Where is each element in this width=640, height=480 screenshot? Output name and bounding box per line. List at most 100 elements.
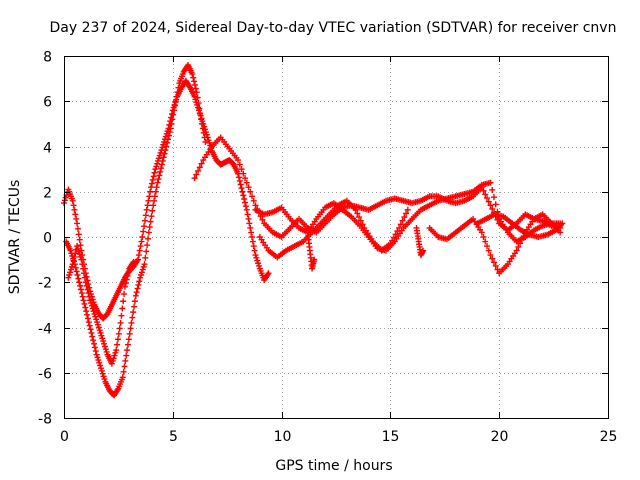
- data-point: [480, 234, 487, 240]
- data-point: [109, 357, 116, 364]
- data-point: [171, 102, 178, 109]
- data-point: [84, 286, 91, 293]
- series-trace-i: [304, 229, 318, 272]
- data-point: [86, 322, 93, 329]
- data-point: [145, 229, 152, 236]
- data-point: [146, 193, 153, 200]
- data-point: [152, 166, 159, 173]
- data-point: [72, 211, 79, 218]
- x-axis-label: GPS time / hours: [275, 458, 392, 474]
- data-point: [73, 268, 80, 275]
- data-point: [239, 188, 246, 195]
- data-point: [259, 216, 266, 223]
- data-point: [136, 247, 143, 254]
- data-point: [78, 256, 85, 263]
- data-point: [404, 206, 411, 213]
- data-point: [101, 343, 108, 350]
- data-point: [191, 175, 198, 182]
- data-point: [101, 376, 108, 383]
- data-point: [79, 261, 86, 268]
- data-point: [174, 89, 181, 96]
- data-point: [77, 253, 84, 260]
- data-point: [127, 325, 134, 332]
- data-point: [157, 168, 164, 175]
- data-point: [192, 85, 199, 92]
- data-point: [139, 266, 146, 273]
- data-point: [160, 141, 167, 148]
- data-point: [67, 247, 74, 254]
- data-point: [113, 347, 120, 354]
- data-point: [487, 202, 494, 209]
- data-point: [245, 215, 252, 222]
- data-point: [487, 179, 494, 186]
- data-point: [487, 252, 494, 259]
- data-point: [66, 272, 73, 279]
- data-point: [389, 237, 396, 244]
- data-point: [74, 243, 81, 250]
- y-tick-label: 6: [43, 95, 52, 111]
- data-point: [72, 264, 79, 271]
- data-point: [124, 272, 131, 279]
- data-point: [81, 270, 88, 277]
- data-points: [61, 62, 566, 399]
- data-point: [359, 221, 366, 228]
- data-point: [492, 262, 499, 269]
- data-point: [99, 335, 106, 342]
- data-point: [482, 191, 489, 198]
- data-point: [119, 374, 126, 381]
- data-point: [128, 319, 135, 326]
- data-point: [153, 163, 160, 170]
- data-point: [123, 352, 130, 359]
- data-point: [195, 100, 202, 107]
- data-point: [144, 242, 151, 249]
- data-point: [485, 198, 492, 205]
- data-point: [490, 259, 497, 266]
- data-point: [67, 266, 74, 273]
- data-point: [198, 116, 205, 123]
- data-point: [70, 202, 77, 209]
- data-point: [155, 176, 162, 183]
- data-point: [397, 221, 404, 228]
- axis-ticks: [64, 56, 609, 419]
- data-point: [90, 308, 97, 315]
- data-point: [83, 282, 90, 289]
- data-point: [150, 173, 157, 180]
- data-point: [394, 228, 401, 235]
- data-point: [69, 197, 76, 204]
- data-point: [122, 357, 129, 364]
- series-trace-b: [63, 62, 209, 399]
- y-tick-label: 0: [43, 231, 52, 247]
- data-point: [97, 365, 104, 372]
- data-point: [136, 278, 143, 285]
- data-point: [121, 291, 128, 298]
- data-point: [513, 247, 520, 254]
- data-point: [81, 300, 88, 307]
- data-point: [85, 290, 92, 297]
- data-point: [120, 298, 127, 305]
- series-trace-c: [65, 243, 137, 367]
- data-point: [74, 220, 81, 227]
- data-point: [102, 346, 109, 353]
- data-point: [159, 157, 166, 164]
- data-point: [202, 138, 209, 145]
- data-point: [82, 304, 89, 311]
- data-point: [94, 321, 101, 328]
- data-point: [240, 192, 247, 199]
- data-point: [155, 155, 162, 162]
- data-point: [97, 329, 104, 336]
- data-point: [240, 170, 247, 177]
- data-point: [133, 289, 140, 296]
- data-point: [156, 152, 163, 159]
- data-point: [197, 110, 204, 117]
- data-point: [94, 354, 101, 361]
- data-point: [148, 180, 155, 187]
- data-point: [96, 327, 103, 334]
- data-point: [121, 363, 128, 370]
- data-point: [92, 313, 99, 320]
- data-point: [254, 257, 261, 264]
- data-point: [164, 139, 171, 146]
- data-point: [87, 326, 94, 333]
- data-point: [76, 279, 83, 286]
- y-axis-label: SDTVAR / TECUs: [7, 180, 23, 295]
- data-point: [70, 257, 77, 264]
